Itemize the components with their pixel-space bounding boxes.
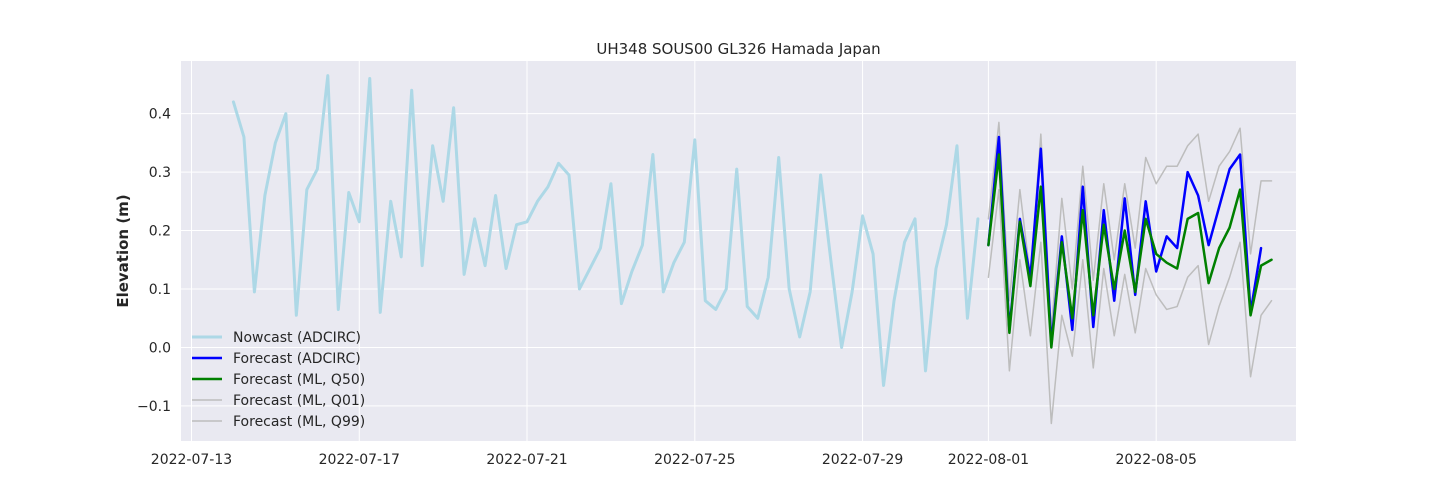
y-tick-label: 0.0: [149, 340, 171, 356]
y-tick-label: 0.1: [149, 282, 171, 298]
y-tick-label: 0.4: [149, 107, 171, 123]
y-axis-label: Elevation (m): [114, 194, 132, 307]
legend: Nowcast (ADCIRC) Forecast (ADCIRC) Forecas…: [192, 330, 365, 430]
x-tick-label: 2022-08-05: [1116, 452, 1197, 468]
y-tick-label: −0.1: [137, 399, 171, 415]
series-line-nowcast-adcirc: [231, 74, 980, 387]
y-tick-label: 0.2: [149, 224, 171, 240]
x-tick-label: 2022-07-13: [151, 452, 232, 468]
series-line-forecast-ml-q50: [987, 153, 1273, 349]
y-tick-labels: −0.1 0.0 0.1 0.2 0.3 0.4: [137, 107, 171, 415]
y-tick-label: 0.3: [149, 165, 171, 181]
chart-title: UH348 SOUS00 GL326 Hamada Japan: [596, 40, 880, 58]
series-line-forecast-ml-q01: [987, 188, 1273, 425]
legend-label: Nowcast (ADCIRC): [233, 330, 361, 346]
series-layer: [231, 74, 1273, 425]
x-tick-label: 2022-07-29: [822, 452, 903, 468]
legend-label: Forecast (ML, Q50): [233, 372, 365, 388]
legend-label: Forecast (ADCIRC): [233, 351, 361, 367]
x-tick-label: 2022-08-01: [948, 452, 1029, 468]
legend-label: Forecast (ML, Q99): [233, 414, 365, 430]
x-tick-label: 2022-07-21: [486, 452, 567, 468]
series-line-forecast-adcirc: [987, 135, 1263, 346]
x-tick-label: 2022-07-17: [319, 452, 400, 468]
x-tick-label: 2022-07-25: [654, 452, 735, 468]
x-tick-labels: 2022-07-13 2022-07-17 2022-07-21 2022-07-25…: [151, 452, 1197, 468]
legend-label: Forecast (ML, Q01): [233, 393, 365, 409]
